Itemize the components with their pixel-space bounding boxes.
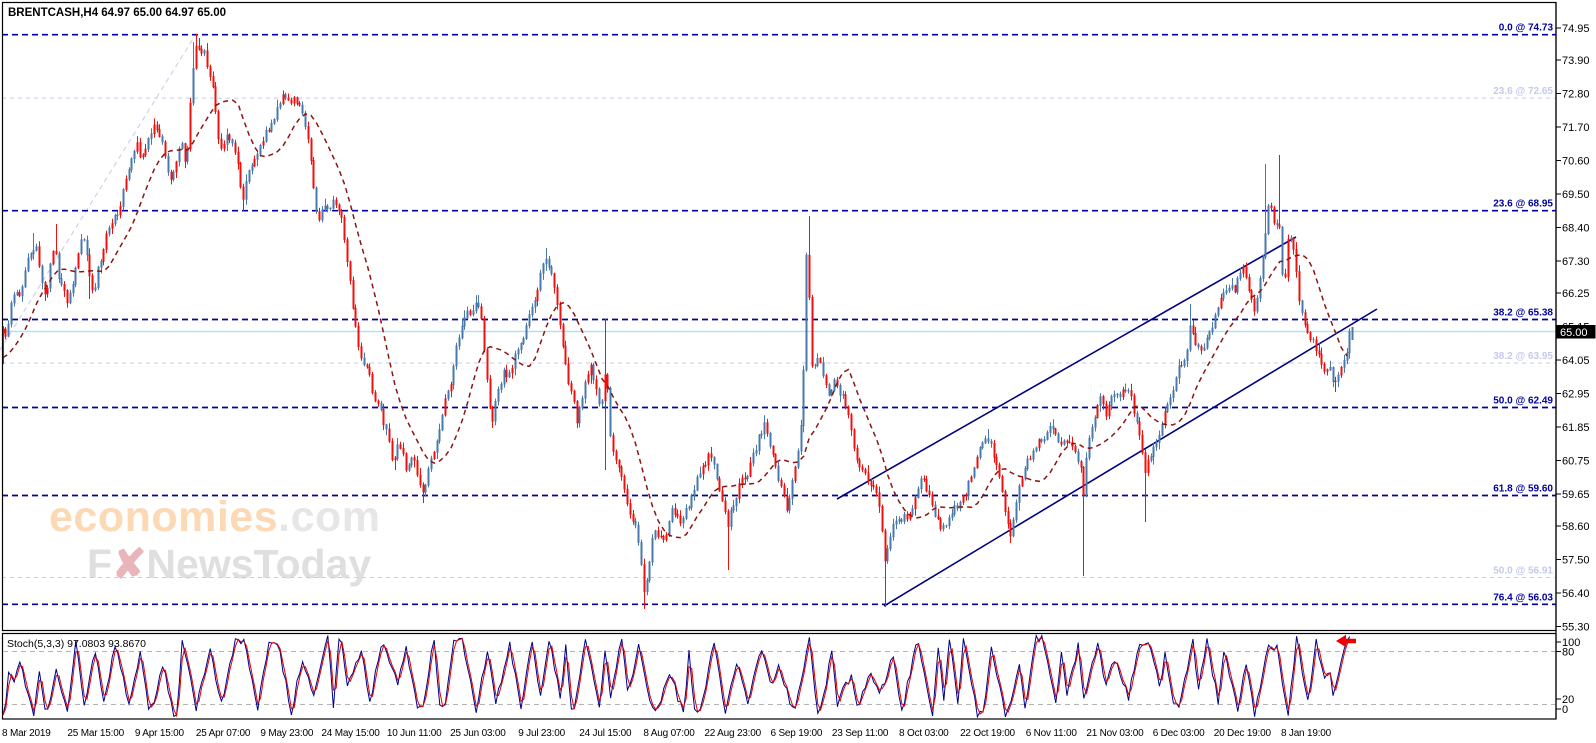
- svg-text:22 Aug 23:00: 22 Aug 23:00: [704, 728, 761, 739]
- svg-text:56.40: 56.40: [1562, 588, 1590, 600]
- svg-text:8 Mar 2019: 8 Mar 2019: [2, 728, 51, 739]
- svg-text:60.75: 60.75: [1562, 456, 1590, 468]
- svg-text:70.60: 70.60: [1562, 156, 1590, 168]
- svg-text:67.30: 67.30: [1562, 256, 1590, 268]
- svg-text:76.4 @ 56.03: 76.4 @ 56.03: [1493, 592, 1553, 603]
- svg-text:9 Apr 15:00: 9 Apr 15:00: [135, 728, 185, 739]
- svg-text:50.0 @ 56.91: 50.0 @ 56.91: [1493, 566, 1553, 577]
- svg-text:6 Dec 03:00: 6 Dec 03:00: [1153, 728, 1205, 739]
- svg-text:71.70: 71.70: [1562, 122, 1590, 134]
- svg-text:0: 0: [1562, 704, 1568, 716]
- svg-text:20: 20: [1562, 694, 1574, 706]
- svg-text:57.50: 57.50: [1562, 555, 1590, 567]
- svg-text:23.6 @ 68.95: 23.6 @ 68.95: [1493, 199, 1553, 210]
- svg-text:65.00: 65.00: [1560, 327, 1588, 339]
- svg-text:24 Jul 15:00: 24 Jul 15:00: [579, 728, 632, 739]
- svg-text:8 Aug 07:00: 8 Aug 07:00: [643, 728, 695, 739]
- svg-text:69.50: 69.50: [1562, 189, 1590, 201]
- svg-text:38.2 @ 63.95: 38.2 @ 63.95: [1493, 351, 1553, 362]
- svg-text:25 Mar 15:00: 25 Mar 15:00: [67, 728, 124, 739]
- svg-text:73.90: 73.90: [1562, 55, 1590, 67]
- svg-text:62.95: 62.95: [1562, 389, 1590, 401]
- svg-text:25 Jun 03:00: 25 Jun 03:00: [450, 728, 506, 739]
- svg-text:59.65: 59.65: [1562, 489, 1590, 501]
- svg-text:0.0 @ 74.73: 0.0 @ 74.73: [1499, 23, 1554, 34]
- svg-text:55.30: 55.30: [1562, 622, 1590, 634]
- svg-text:economies.com: economies.com: [49, 493, 381, 541]
- svg-text:66.25: 66.25: [1562, 288, 1590, 300]
- svg-text:20 Dec 19:00: 20 Dec 19:00: [1214, 728, 1272, 739]
- svg-text:9 Jul 23:00: 9 Jul 23:00: [518, 728, 565, 739]
- svg-text:8 Jan 19:00: 8 Jan 19:00: [1281, 728, 1332, 739]
- svg-text:38.2 @ 65.38: 38.2 @ 65.38: [1493, 308, 1553, 319]
- svg-text:61.8 @ 59.60: 61.8 @ 59.60: [1493, 484, 1553, 495]
- svg-text:6 Sep 19:00: 6 Sep 19:00: [771, 728, 823, 739]
- svg-text:6 Nov 11:00: 6 Nov 11:00: [1026, 728, 1078, 739]
- svg-text:21 Nov 03:00: 21 Nov 03:00: [1086, 728, 1144, 739]
- svg-text:100: 100: [1562, 637, 1580, 649]
- svg-text:BRENTCASH,H4 64.97 65.00 64.9: BRENTCASH,H4 64.97 65.00 64.97 65.00: [8, 7, 226, 19]
- svg-text:80: 80: [1562, 647, 1574, 659]
- svg-text:22 Oct 19:00: 22 Oct 19:00: [960, 728, 1015, 739]
- svg-text:74.95: 74.95: [1562, 23, 1590, 35]
- svg-text:61.85: 61.85: [1562, 422, 1590, 434]
- svg-text:25 Apr 07:00: 25 Apr 07:00: [196, 728, 251, 739]
- svg-text:10 Jun 11:00: 10 Jun 11:00: [387, 728, 442, 739]
- svg-text:50.0 @ 62.49: 50.0 @ 62.49: [1493, 396, 1553, 407]
- svg-text:Stoch(5,3,3) 97.0803 93.8670: Stoch(5,3,3) 97.0803 93.8670: [7, 638, 146, 650]
- svg-text:F✘NewsToday: F✘NewsToday: [87, 541, 371, 587]
- svg-text:72.80: 72.80: [1562, 89, 1590, 101]
- svg-text:24 May 15:00: 24 May 15:00: [321, 728, 380, 739]
- svg-text:9 May 23:00: 9 May 23:00: [260, 728, 313, 739]
- svg-text:23.6 @ 72.65: 23.6 @ 72.65: [1493, 86, 1553, 97]
- svg-text:58.60: 58.60: [1562, 521, 1590, 533]
- svg-text:23 Sep 11:00: 23 Sep 11:00: [832, 728, 889, 739]
- svg-text:68.40: 68.40: [1562, 223, 1590, 235]
- svg-text:8 Oct 03:00: 8 Oct 03:00: [899, 728, 949, 739]
- svg-text:64.05: 64.05: [1562, 355, 1590, 367]
